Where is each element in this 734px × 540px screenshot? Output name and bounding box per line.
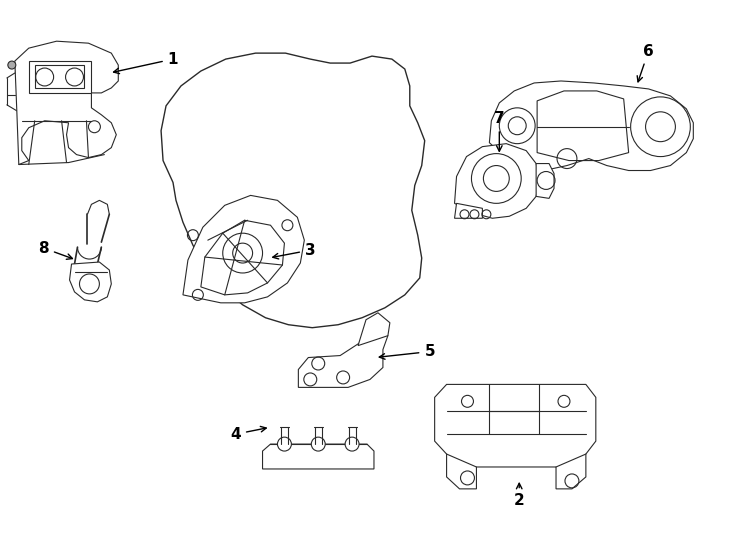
Polygon shape <box>183 195 305 303</box>
Polygon shape <box>454 144 539 218</box>
Polygon shape <box>454 204 482 218</box>
Circle shape <box>277 437 291 451</box>
Polygon shape <box>87 200 109 214</box>
Polygon shape <box>161 53 425 328</box>
Polygon shape <box>70 262 112 302</box>
Text: 3: 3 <box>273 242 316 259</box>
Polygon shape <box>29 61 92 93</box>
Text: 7: 7 <box>494 111 505 151</box>
Circle shape <box>311 437 325 451</box>
Circle shape <box>8 61 16 69</box>
Text: 8: 8 <box>38 241 73 259</box>
Text: 2: 2 <box>514 483 525 508</box>
Polygon shape <box>435 384 596 489</box>
Text: 1: 1 <box>114 52 178 73</box>
Polygon shape <box>536 164 554 198</box>
Polygon shape <box>15 41 118 165</box>
Polygon shape <box>298 330 388 387</box>
Polygon shape <box>358 313 390 346</box>
Circle shape <box>345 437 359 451</box>
Polygon shape <box>490 81 694 171</box>
Text: 4: 4 <box>230 427 266 442</box>
Text: 6: 6 <box>637 44 654 82</box>
Text: 5: 5 <box>379 344 435 359</box>
Polygon shape <box>263 444 374 469</box>
